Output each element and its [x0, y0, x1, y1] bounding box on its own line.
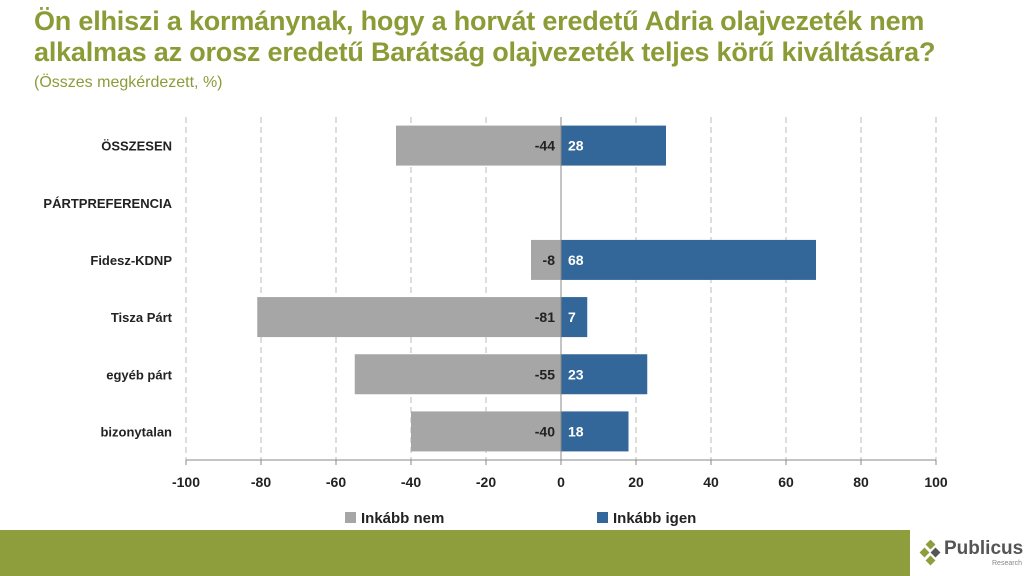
chart-subtitle: (Összes megkérdezett, %)	[34, 74, 223, 91]
x-tick-label: -100	[172, 474, 200, 490]
x-tick-label: 60	[778, 474, 794, 490]
category-label: Fidesz-KDNP	[90, 253, 172, 268]
bar-igen	[561, 354, 648, 395]
bar-nem	[354, 354, 561, 395]
bar-nem	[411, 411, 561, 452]
data-label-igen: 7	[568, 309, 576, 325]
publicus-logo: Publicus Research	[918, 536, 1024, 572]
legend-swatch-nem	[345, 512, 356, 523]
legend-swatch-igen	[597, 512, 608, 523]
bar-nem	[396, 125, 561, 166]
x-tick-label: 20	[628, 474, 644, 490]
bar-igen	[561, 239, 816, 280]
category-label: Tisza Párt	[111, 310, 173, 325]
bar-igen	[561, 125, 666, 166]
data-label-igen: 68	[568, 252, 584, 268]
x-tick-label: 80	[853, 474, 869, 490]
x-tick-label: -40	[401, 474, 421, 490]
x-tick-label: 100	[924, 474, 948, 490]
category-label: ÖSSZESEN	[101, 139, 172, 154]
data-label-nem: -40	[535, 423, 555, 439]
x-tick-label: -20	[476, 474, 496, 490]
data-label-nem: -81	[535, 309, 555, 325]
footer-band	[0, 530, 910, 576]
category-label: bizonytalan	[100, 424, 172, 439]
legend-label: Inkább igen	[613, 510, 696, 527]
data-label-nem: -44	[535, 138, 555, 154]
bar-igen	[561, 411, 629, 452]
category-label: PÁRTPREFERENCIA	[43, 196, 172, 211]
x-tick-label: -80	[251, 474, 271, 490]
bar-igen	[561, 297, 588, 338]
x-tick-label: 0	[557, 474, 565, 490]
chart-title: Ön elhiszi a kormánynak, hogy a horvát e…	[34, 6, 936, 67]
logo-name: Publicus	[944, 538, 1024, 559]
legend-label: Inkább nem	[361, 510, 444, 527]
category-label: egyéb párt	[106, 367, 172, 382]
logo-sub: Research	[992, 560, 1022, 567]
logo-diamonds-icon	[919, 540, 941, 566]
data-label-igen: 18	[568, 423, 584, 439]
data-label-nem: -8	[543, 252, 556, 268]
x-tick-label: 40	[703, 474, 719, 490]
bar-nem	[531, 239, 561, 280]
data-label-igen: 23	[568, 366, 584, 382]
data-label-igen: 28	[568, 138, 584, 154]
x-tick-label: -60	[326, 474, 346, 490]
bar-nem	[257, 297, 561, 338]
data-label-nem: -55	[535, 366, 555, 382]
